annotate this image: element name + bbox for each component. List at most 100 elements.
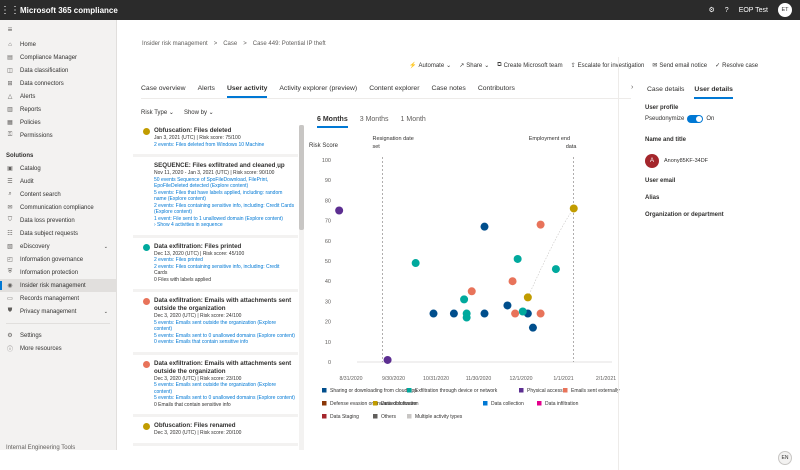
sidebar-item-content-search[interactable]: ⌕ Content search — [0, 188, 116, 201]
breadcrumb-item[interactable]: Case 449: Potential IP theft — [252, 41, 326, 47]
y-tick-label: 40 — [325, 279, 331, 285]
data-loss-prevention-icon: ⛉ — [7, 217, 13, 223]
chevron-down-icon: ⌄ — [206, 110, 214, 116]
tab-alerts[interactable]: Alerts — [197, 85, 215, 92]
sidebar-item-ediscovery[interactable]: ▧ eDiscovery ⌄ — [0, 240, 116, 253]
sidebar-item-permissions[interactable]: ⚿ Permissions — [0, 129, 116, 142]
legend-swatch — [322, 414, 327, 419]
collapse-panel-icon[interactable]: › — [631, 84, 634, 91]
sidebar-item-information-protection[interactable]: ⛨ Information protection — [0, 266, 116, 279]
create-microsoft-team-button[interactable]: ⧉ Create Microsoft team — [497, 62, 562, 69]
app-name[interactable]: Microsoft 365 compliance — [20, 5, 118, 15]
tab-content-explorer[interactable]: Content explorer — [369, 85, 420, 92]
breadcrumb-separator: > — [213, 41, 218, 47]
catalog-icon: ▣ — [7, 166, 13, 172]
range-tab-3-months[interactable]: 3 Months — [359, 116, 389, 123]
sidebar-item-policies[interactable]: ▦ Policies — [0, 116, 116, 129]
activity-detail-link[interactable]: (Explore content) — [154, 209, 193, 215]
sidebar-item-audit[interactable]: ☰ Audit — [0, 175, 116, 188]
sidebar-item-alerts[interactable]: △ Alerts — [0, 90, 116, 103]
data-point — [460, 295, 469, 304]
help-icon[interactable]: ? — [724, 6, 729, 14]
tab-case-notes[interactable]: Case notes — [431, 85, 466, 92]
sidebar-item-data-classification[interactable]: ◫ Data classification — [0, 64, 116, 77]
feed-scrollbar[interactable] — [299, 125, 304, 450]
sidebar-item-data-subject-requests[interactable]: ☷ Data subject requests — [0, 227, 116, 240]
activity-detail-link[interactable]: 0 events: Emails that contain sensitive … — [154, 339, 249, 345]
more-options-icon[interactable]: ... — [275, 161, 282, 170]
activity-detail-link[interactable]: 5 events: Files that have labels applied… — [154, 189, 283, 196]
activity-detail-link[interactable]: name (Explore content) — [154, 196, 206, 202]
range-tab-6-months[interactable]: 6 Months — [317, 116, 348, 128]
activity-card[interactable]: SEQUENCE: Files exfiltrated and cleaned … — [133, 157, 298, 238]
tab-user-activity[interactable]: User activity — [226, 85, 268, 98]
activity-card[interactable]: Data exfiltration: Files printed Dec 13, … — [133, 238, 298, 292]
user-name[interactable]: EOP Test — [738, 6, 768, 14]
sidebar-item-label: Data connectors — [20, 80, 64, 87]
activity-card[interactable]: Obfuscation: Files deleted Jan 3, 2021 (U… — [133, 122, 298, 157]
activity-detail-link[interactable]: › Show 4 activities in sequence — [154, 222, 223, 228]
settings-gear-icon[interactable]: ⚙ — [708, 7, 715, 14]
sidebar-item-reports[interactable]: ▥ Reports — [0, 103, 116, 116]
sidebar-item-compliance-manager[interactable]: ▤ Compliance Manager — [0, 51, 116, 64]
activity-detail-link[interactable]: 2 events: Files deleted from Windows 10 … — [154, 141, 265, 148]
activity-detail-link[interactable]: 5 events: Emails sent outside the organi… — [154, 319, 277, 326]
range-tab-1-month[interactable]: 1 Month — [400, 116, 426, 123]
scrollbar-thumb[interactable] — [299, 125, 304, 230]
panel-tab-case-details[interactable]: Case details — [647, 86, 685, 93]
sidebar-item-communication-compliance[interactable]: ✉ Communication compliance — [0, 201, 116, 214]
activity-detail-link[interactable]: 5 events: Emails sent outside the organi… — [154, 382, 277, 388]
chevron-down-icon[interactable]: ⌄ — [103, 243, 108, 250]
activity-detail-link[interactable]: EpoFileDeleted detected (Explore content… — [154, 183, 249, 189]
chevron-down-icon[interactable]: ⌄ — [103, 308, 108, 315]
tab-case-overview[interactable]: Case overview — [141, 85, 186, 92]
resolve-case-button[interactable]: ✓ Resolve case — [715, 62, 758, 70]
hamburger-icon[interactable]: ≡ — [7, 24, 13, 34]
app-launcher-icon[interactable]: ⋮⋮ — [0, 4, 20, 16]
sidebar-footer[interactable]: Internal Engineering Tools — [6, 444, 76, 451]
activity-detail-link[interactable]: content) — [154, 388, 173, 395]
sidebar-item-data-connectors[interactable]: ⊞ Data connectors — [0, 77, 116, 90]
breadcrumb-item[interactable]: Case — [223, 41, 238, 47]
share-button[interactable]: ↗ Share ⌄ — [459, 62, 489, 70]
panel-tab-user-details[interactable]: User details — [694, 86, 733, 99]
y-tick-label: 70 — [325, 219, 331, 225]
filter-risk-type[interactable]: Risk Type ⌄ — [141, 109, 174, 116]
tab-activity-explorer-preview-[interactable]: Activity explorer (preview) — [279, 85, 358, 92]
sidebar-item-insider-risk-management[interactable]: ◉ Insider risk management — [0, 279, 116, 292]
escalate-for-investigation-button[interactable]: ⇪ Escalate for investigation — [571, 62, 645, 70]
y-tick-label: 90 — [325, 178, 331, 184]
activity-card[interactable]: Data exfiltration: Emails with attachmen… — [133, 355, 298, 417]
activity-detail-link[interactable]: 2 events: Files containing sensitive inf… — [154, 202, 295, 209]
activity-detail-link[interactable]: content) — [154, 326, 173, 332]
breadcrumb-item[interactable]: Insider risk management — [142, 41, 208, 47]
language-badge[interactable]: EN — [778, 451, 792, 465]
activity-detail-link[interactable]: 5 events: Emails sent to 0 unallowed dom… — [154, 332, 295, 339]
filter-show-by[interactable]: Show by ⌄ — [184, 109, 214, 116]
sidebar-item-privacy-management[interactable]: ⛊ Privacy management ⌄ — [0, 305, 116, 318]
sidebar-item-information-governance[interactable]: ◰ Information governance — [0, 253, 116, 266]
activity-detail-link[interactable]: 2 events: Files containing sensitive inf… — [154, 263, 280, 270]
pseudonymize-toggle[interactable] — [687, 115, 704, 123]
sidebar-item-records-management[interactable]: ▭ Records management — [0, 292, 116, 305]
legend-label: Data infiltration — [545, 401, 579, 407]
pseudonymize-row: Pseudonymize On — [645, 115, 714, 123]
activity-detail-link[interactable]: 2 events: Files printed — [154, 257, 203, 263]
sidebar-item-settings[interactable]: ⚙ Settings — [0, 329, 116, 342]
activity-detail-link[interactable]: 50 events Sequence of SpoFileDownload, F… — [154, 176, 269, 183]
activity-detail-link[interactable]: 5 events: Emails sent to 0 unallowed dom… — [154, 395, 295, 401]
filter-label: Risk Type — [141, 110, 168, 116]
send-email-notice-button[interactable]: ✉ Send email notice — [652, 62, 707, 70]
sidebar-item-more-resources[interactable]: ⓘ More resources — [0, 342, 116, 355]
activity-card[interactable]: Obfuscation: Files renamed Dec 3, 2020 (U… — [133, 417, 298, 446]
automate-button[interactable]: ⚡ Automate ⌄ — [409, 62, 451, 70]
sidebar-item-home[interactable]: ⌂ Home — [0, 38, 116, 51]
activity-card[interactable]: Data exfiltration: Emails with attachmen… — [133, 292, 298, 355]
sidebar-item-data-loss-prevention[interactable]: ⛉ Data loss prevention — [0, 214, 116, 227]
user-avatar[interactable]: ET — [778, 3, 792, 17]
activity-detail: Jan 3, 2021 (UTC) | Risk score: 75/100 — [154, 135, 241, 141]
sidebar-item-catalog[interactable]: ▣ Catalog — [0, 162, 116, 175]
tab-contributors[interactable]: Contributors — [477, 85, 515, 92]
legend-swatch — [483, 401, 488, 406]
activity-detail-link[interactable]: 1 event: File sent to 1 unallowed domain… — [154, 215, 283, 222]
